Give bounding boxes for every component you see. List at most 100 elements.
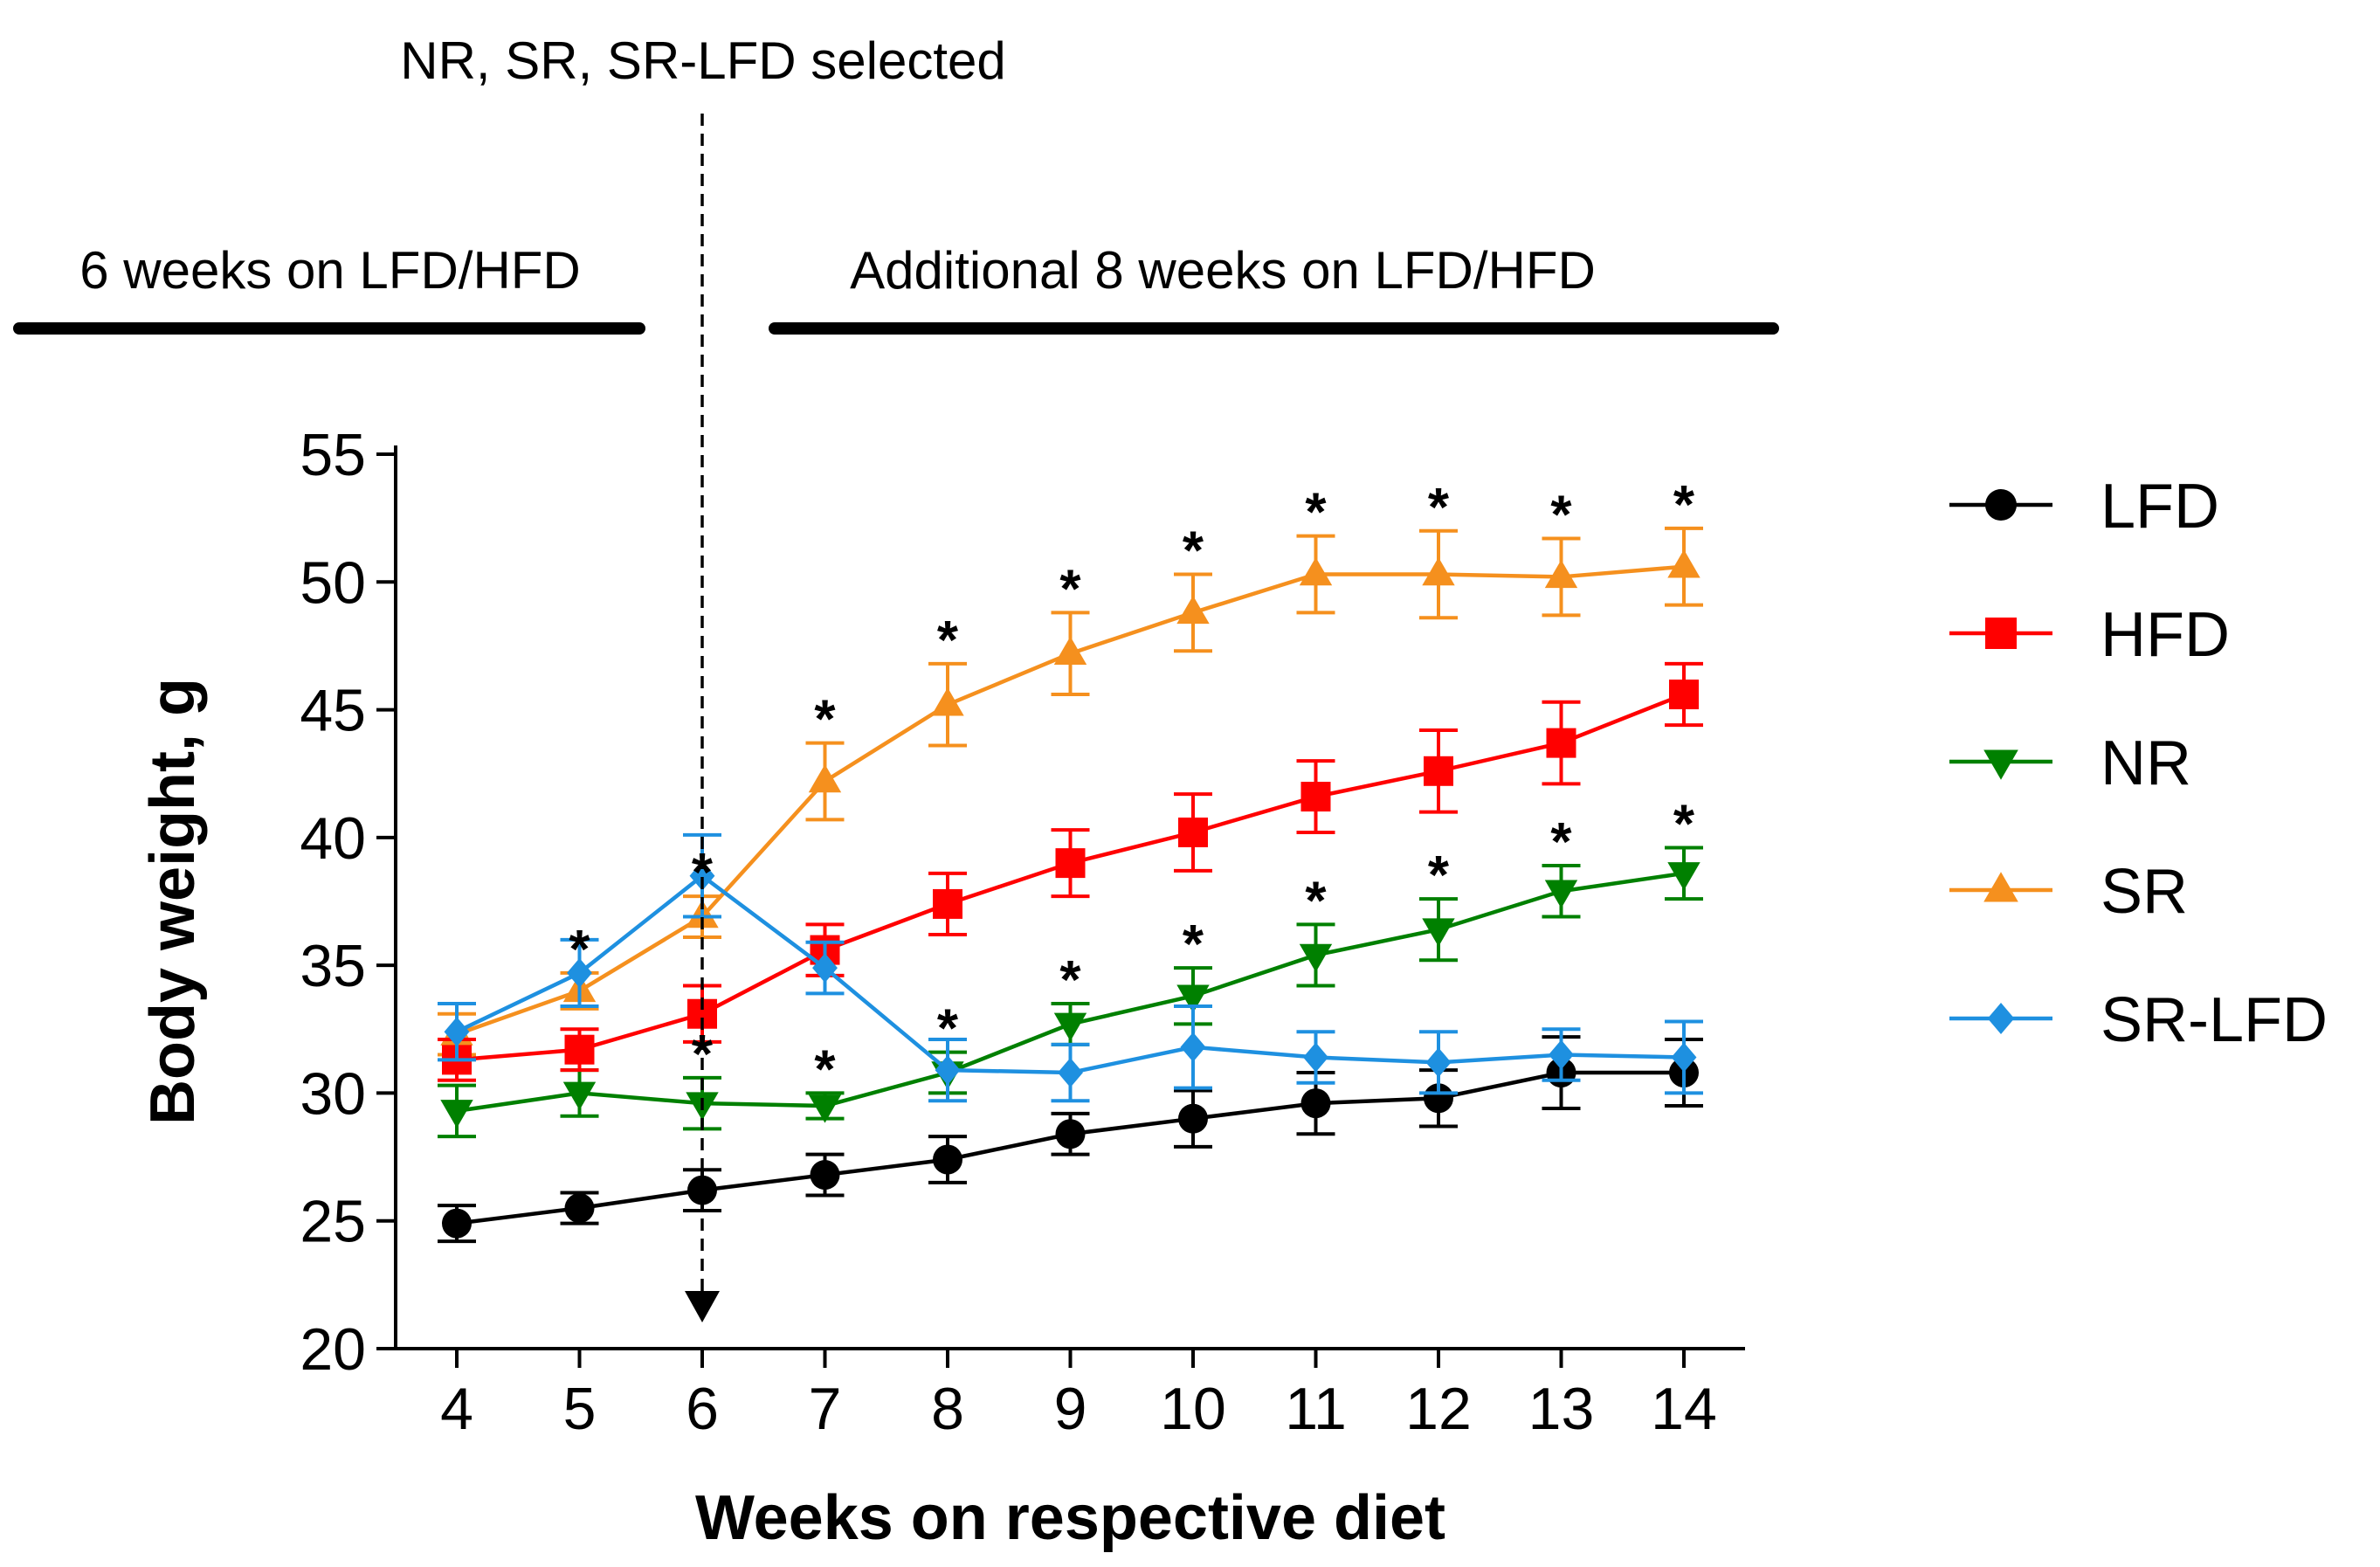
data-point xyxy=(1058,1058,1083,1088)
y-tick-label: 55 xyxy=(300,422,366,488)
data-point xyxy=(933,1144,962,1175)
data-point xyxy=(931,687,964,716)
phase-annotations: NR, SR, SR-LFD selected 6 weeks on LFD/H… xyxy=(13,31,1779,335)
legend-label: HFD xyxy=(2101,600,2230,670)
y-tick-label: 35 xyxy=(300,933,366,999)
x-tick-label: 9 xyxy=(1054,1376,1087,1442)
series-sr-lfd xyxy=(438,832,1703,1103)
data-point xyxy=(1667,862,1700,891)
legend-item-sr-lfd: SR-LFD xyxy=(1949,985,2328,1055)
data-point xyxy=(1544,559,1578,589)
data-series xyxy=(438,526,1703,1244)
data-point xyxy=(440,1100,473,1129)
data-point xyxy=(442,1208,472,1239)
data-point xyxy=(1299,556,1333,586)
data-point xyxy=(1667,549,1700,578)
data-point xyxy=(689,860,715,891)
significance-star: * xyxy=(1059,559,1081,619)
data-point xyxy=(1544,880,1578,908)
y-axis-title: Body weight, g xyxy=(138,678,208,1125)
data-point xyxy=(564,1193,595,1224)
data-point xyxy=(1053,636,1087,665)
x-tick-label: 10 xyxy=(1160,1376,1226,1442)
significance-star: * xyxy=(1305,871,1327,931)
legend-swatch-marker xyxy=(1985,489,2017,521)
data-point xyxy=(1300,782,1331,812)
phase2-label: Additional 8 weeks on LFD/HFD xyxy=(850,241,1596,300)
legend-swatch-marker xyxy=(1985,618,2017,649)
significance-star: * xyxy=(937,999,959,1060)
data-point xyxy=(1180,1032,1206,1062)
data-point xyxy=(564,1034,595,1065)
x-tick-label: 14 xyxy=(1651,1376,1717,1442)
legend-label: SR-LFD xyxy=(2101,985,2328,1055)
x-tick-label: 13 xyxy=(1528,1376,1595,1442)
legend-swatch-marker xyxy=(1987,1003,2015,1034)
data-point xyxy=(1422,556,1455,586)
data-point xyxy=(933,888,962,919)
selection-arrowhead xyxy=(685,1291,720,1322)
data-point xyxy=(1669,680,1699,710)
data-point xyxy=(808,1094,842,1123)
data-point xyxy=(1303,1042,1328,1073)
significance-star: * xyxy=(1183,521,1204,582)
y-tick-label: 45 xyxy=(300,678,366,744)
data-point xyxy=(1671,1042,1697,1073)
data-point xyxy=(1300,1088,1331,1119)
selection-label: NR, SR, SR-LFD selected xyxy=(400,31,1006,90)
legend: LFD HFD NR SR SR-LFD xyxy=(1949,472,2328,1055)
data-point xyxy=(1424,1083,1453,1114)
data-point xyxy=(1299,943,1333,972)
significance-star: * xyxy=(1183,915,1204,975)
significance-star: * xyxy=(1550,486,1572,546)
data-point xyxy=(1055,848,1086,879)
data-point xyxy=(567,957,592,988)
significance-star: * xyxy=(1305,483,1327,543)
data-point xyxy=(1549,1039,1574,1070)
x-tick-label: 6 xyxy=(686,1376,719,1442)
y-tick-label: 50 xyxy=(300,549,366,616)
y-tick-label: 30 xyxy=(300,1060,366,1127)
data-point xyxy=(1424,756,1453,786)
data-point xyxy=(1055,1119,1086,1149)
data-point xyxy=(810,1160,840,1191)
significance-star: * xyxy=(692,1025,714,1085)
significance-star: * xyxy=(1673,795,1695,855)
significance-star: * xyxy=(1428,846,1450,906)
legend-label: SR xyxy=(2101,857,2188,927)
significance-star: * xyxy=(1550,812,1572,873)
y-tick-label: 25 xyxy=(300,1189,366,1255)
y-tick-label: 20 xyxy=(300,1316,366,1383)
significance-star: * xyxy=(569,920,590,980)
legend-swatch-marker xyxy=(1983,872,2018,902)
data-point xyxy=(444,1017,470,1047)
legend-label: LFD xyxy=(2101,472,2219,542)
x-tick-label: 11 xyxy=(1285,1376,1347,1442)
legend-item-sr: SR xyxy=(1949,857,2188,927)
data-point xyxy=(1422,918,1455,947)
significance-star: * xyxy=(1059,950,1081,1011)
x-axis-title: Weeks on respective diet xyxy=(695,1483,1445,1553)
data-point xyxy=(562,1081,597,1110)
legend-item-nr: NR xyxy=(1949,728,2191,798)
significance-star: * xyxy=(814,690,836,750)
legend-item-lfd: LFD xyxy=(1949,472,2219,542)
significance-star: * xyxy=(814,1039,836,1100)
significance-markers: * * * * * * * * * * * * * * * * * * * xyxy=(569,475,1695,1101)
phase1-label: 6 weeks on LFD/HFD xyxy=(79,241,581,300)
significance-star: * xyxy=(1428,478,1450,538)
data-point xyxy=(1176,595,1210,625)
significance-star: * xyxy=(1673,475,1695,535)
data-point xyxy=(935,1055,961,1086)
x-tick-label: 5 xyxy=(563,1376,597,1442)
data-point xyxy=(1425,1047,1452,1078)
x-tick-label: 7 xyxy=(809,1376,842,1442)
data-point xyxy=(808,763,842,793)
data-point xyxy=(1176,984,1210,1013)
data-point xyxy=(1178,818,1208,848)
data-point xyxy=(1546,728,1576,758)
legend-item-hfd: HFD xyxy=(1949,600,2230,670)
significance-star: * xyxy=(692,843,714,903)
